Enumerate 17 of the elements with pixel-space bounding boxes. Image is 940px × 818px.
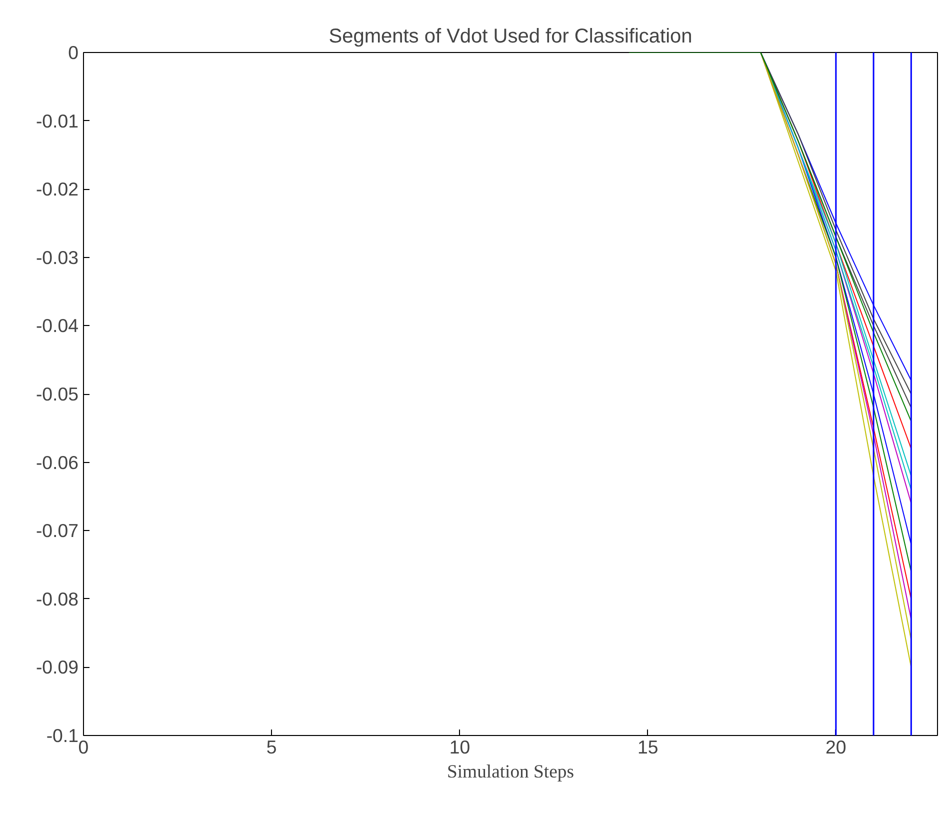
y-tick-label: -0.01	[36, 110, 79, 132]
chart-title: Segments of Vdot Used for Classification	[328, 26, 692, 48]
y-tick-label: -0.07	[36, 520, 79, 542]
x-tick-label: 5	[266, 736, 277, 758]
y-tick-label: -0.03	[36, 246, 79, 268]
y-tick-label: -0.02	[36, 178, 79, 200]
y-tick-label: -0.05	[36, 384, 79, 404]
y-tick-label: 0	[68, 42, 79, 63]
y-tick-label: -0.04	[36, 315, 79, 336]
y-tick-label: -0.06	[36, 452, 79, 473]
y-tick-label: -0.08	[36, 588, 79, 610]
x-tick-label: 15	[637, 736, 658, 758]
x-axis-title: Simulation Steps	[447, 762, 574, 782]
x-tick-label: 20	[826, 736, 846, 758]
y-tick-label: -0.1	[46, 725, 79, 746]
y-tick-label: -0.09	[36, 656, 79, 678]
x-tick-label: 10	[449, 736, 470, 758]
